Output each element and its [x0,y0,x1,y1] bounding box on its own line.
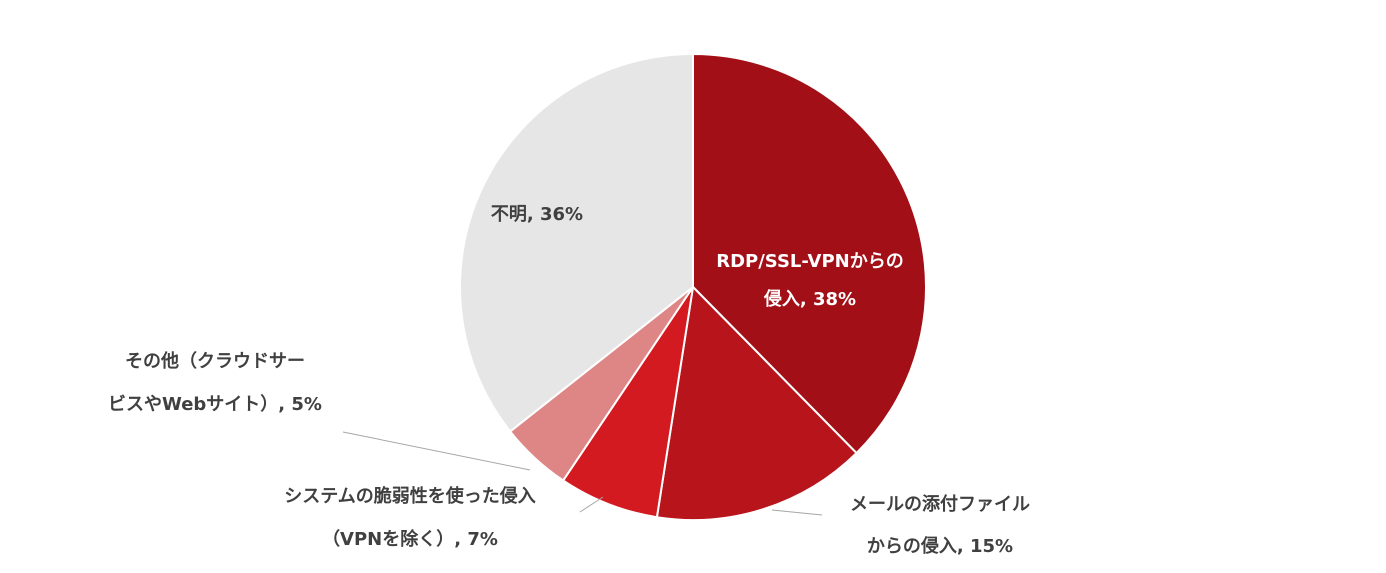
data-label: 侵入, 38% [763,288,856,310]
leader-line [579,496,604,513]
leader-line [342,431,531,471]
pie-slice [459,52,694,433]
data-label: その他（クラウドサー [125,350,305,372]
data-label: RDP/SSL-VPNからの [716,251,904,272]
pie-slice [655,284,858,521]
data-label: システムの脆弱性を使った侵入 [284,485,535,507]
data-label: メールの添付ファイル [850,493,1030,515]
data-label: からの侵入, 15% [867,535,1013,557]
data-label: 不明, 36% [491,204,583,225]
data-label: （VPNを除く）, 7% [322,528,498,550]
leader-line [771,509,823,516]
pie-slice [692,52,927,455]
data-label: ビスやWebサイト）, 5% [108,394,322,415]
